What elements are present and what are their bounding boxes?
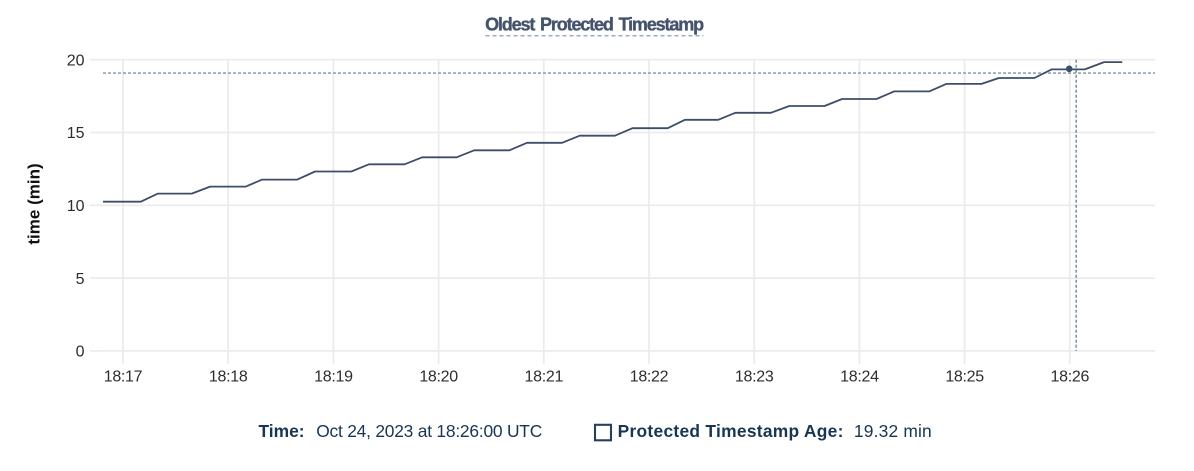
svg-text:10: 10	[67, 198, 85, 215]
svg-text:Protected Timestamp Age:: Protected Timestamp Age:	[618, 421, 844, 441]
svg-text:18:24: 18:24	[840, 369, 879, 386]
svg-text:18:21: 18:21	[525, 369, 564, 386]
svg-text:18:23: 18:23	[735, 369, 774, 386]
svg-text:time (min): time (min)	[25, 163, 44, 244]
svg-text:18:25: 18:25	[945, 369, 984, 386]
svg-text:Time:: Time:	[259, 421, 305, 441]
svg-text:18:17: 18:17	[104, 369, 143, 386]
svg-text:18:19: 18:19	[314, 369, 353, 386]
svg-text:19.32 min: 19.32 min	[854, 421, 932, 441]
svg-text:Oldest Protected Timestamp: Oldest Protected Timestamp	[485, 15, 704, 35]
svg-text:0: 0	[76, 344, 85, 361]
svg-text:20: 20	[67, 52, 85, 69]
svg-text:15: 15	[67, 125, 85, 142]
svg-text:18:22: 18:22	[630, 369, 669, 386]
svg-text:18:20: 18:20	[419, 369, 458, 386]
svg-text:18:18: 18:18	[209, 369, 248, 386]
svg-text:18:26: 18:26	[1051, 369, 1090, 386]
svg-text:5: 5	[76, 271, 85, 288]
svg-text:Oct 24, 2023 at 18:26:00 UTC: Oct 24, 2023 at 18:26:00 UTC	[316, 421, 542, 441]
